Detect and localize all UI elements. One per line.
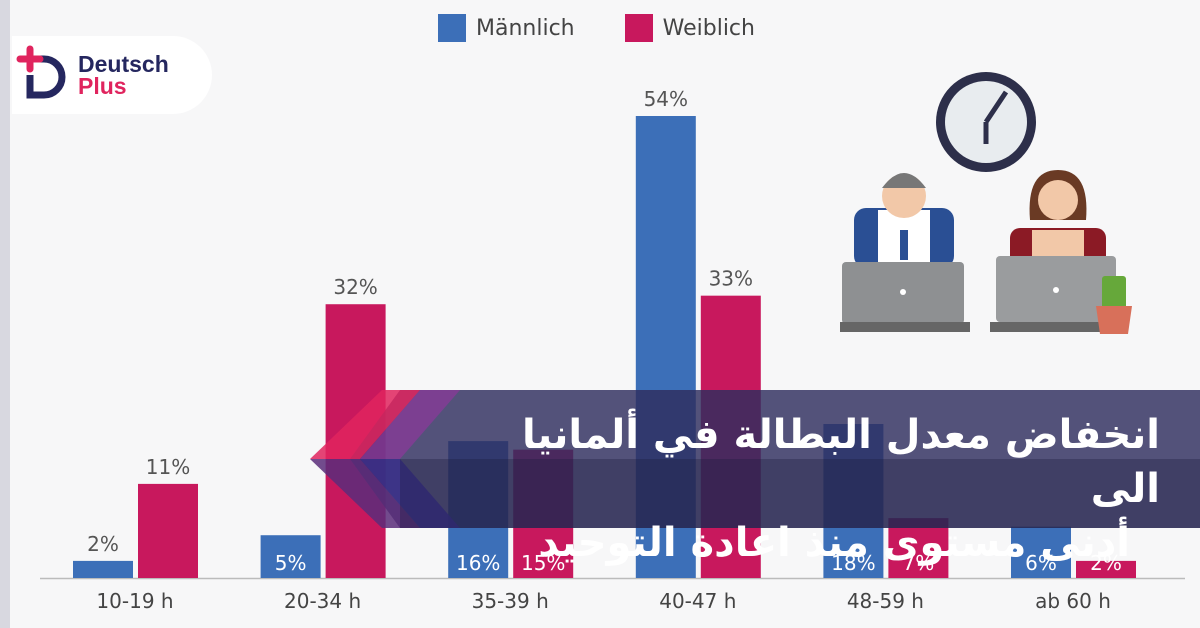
headline-line2: أدنى مستوى منذ اعادة التوحيد xyxy=(538,520,1130,566)
legend-item-female: Weiblich xyxy=(624,14,755,42)
clock-icon xyxy=(936,72,1036,172)
logo: Deutsch Plus xyxy=(12,36,212,114)
bar xyxy=(1076,560,1136,578)
left-edge xyxy=(0,0,10,628)
data-label: 33% xyxy=(709,267,753,291)
legend-label: Männlich xyxy=(476,15,575,41)
bar xyxy=(73,560,133,578)
headline-banner xyxy=(310,390,1200,528)
bar xyxy=(260,535,321,578)
legend-swatch xyxy=(624,14,653,42)
x-tick-label: 35-39 h xyxy=(472,589,549,613)
bar xyxy=(1011,526,1071,578)
legend-label: Weiblich xyxy=(662,15,755,41)
logo-icon xyxy=(16,45,66,99)
data-label: 18% xyxy=(831,551,875,575)
x-tick-label: 40-47 h xyxy=(659,589,736,613)
data-label: 15% xyxy=(521,551,565,575)
x-tick-label: 10-19 h xyxy=(96,589,173,613)
data-label: 5% xyxy=(275,551,307,575)
legend: Männlich Weiblich xyxy=(438,14,755,42)
data-label: 6% xyxy=(1025,551,1057,575)
logo-text-line1: Deutsch xyxy=(78,51,169,77)
woman-figure xyxy=(990,170,1132,334)
x-tick-label: 20-34 h xyxy=(284,589,361,613)
data-label: 7% xyxy=(903,551,935,575)
x-tick-label: ab 60 h xyxy=(1035,589,1111,613)
man-figure xyxy=(840,173,970,332)
logo-text-line2: Plus xyxy=(78,73,127,99)
x-tick-label: 48-59 h xyxy=(847,589,924,613)
legend-swatch xyxy=(438,14,466,42)
office-illustration xyxy=(840,72,1132,334)
bar xyxy=(888,518,949,578)
bar xyxy=(138,483,198,578)
data-label: 16% xyxy=(456,551,500,575)
data-label: 2% xyxy=(1090,551,1122,575)
data-label: 54% xyxy=(644,87,688,111)
headline: انخفاض معدل البطالة في ألمانيا الى أدنى … xyxy=(460,408,1160,570)
data-label: 2% xyxy=(87,532,119,556)
legend-item-male: Männlich xyxy=(438,14,575,42)
headline-line1: انخفاض معدل البطالة في ألمانيا الى xyxy=(522,412,1160,512)
data-label: 32% xyxy=(333,275,377,299)
data-label: 11% xyxy=(146,455,190,479)
